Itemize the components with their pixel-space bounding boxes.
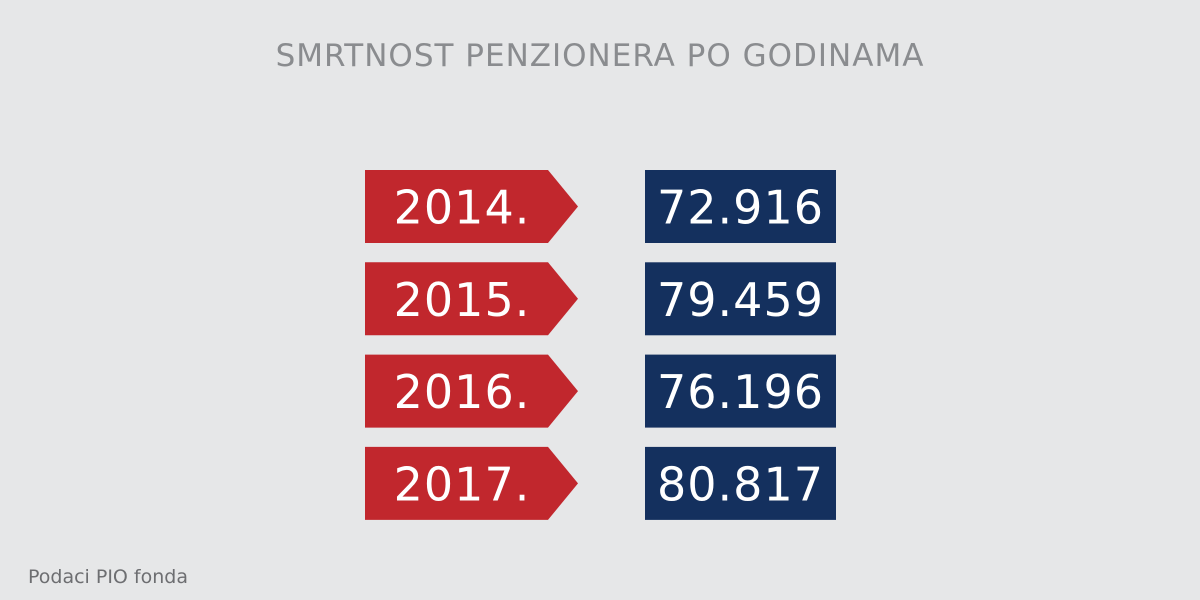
value-label: 76.196 xyxy=(657,365,824,419)
year-label: 2017. xyxy=(394,457,531,511)
value-label: 72.916 xyxy=(657,181,824,235)
value-label: 79.459 xyxy=(657,273,824,327)
title: SMRTNOST PENZIONERA PO GODINAMA xyxy=(276,38,925,74)
value-label: 80.817 xyxy=(657,457,824,511)
year-arrow xyxy=(365,446,578,520)
value-box xyxy=(645,446,836,520)
year-label: 2014. xyxy=(394,181,531,235)
rows: 2014. 72.916 2015. 79.459 2016. 76.196 2017. 80… xyxy=(365,170,836,520)
value-box xyxy=(645,354,836,428)
year-arrow xyxy=(365,354,578,428)
year-arrow xyxy=(365,262,578,336)
year-label: 2015. xyxy=(394,273,531,327)
value-box xyxy=(645,170,836,243)
year-arrow xyxy=(365,170,578,243)
year-label: 2016. xyxy=(394,365,531,419)
value-box xyxy=(645,262,836,336)
source-note: Podaci PIO fonda xyxy=(28,566,188,588)
